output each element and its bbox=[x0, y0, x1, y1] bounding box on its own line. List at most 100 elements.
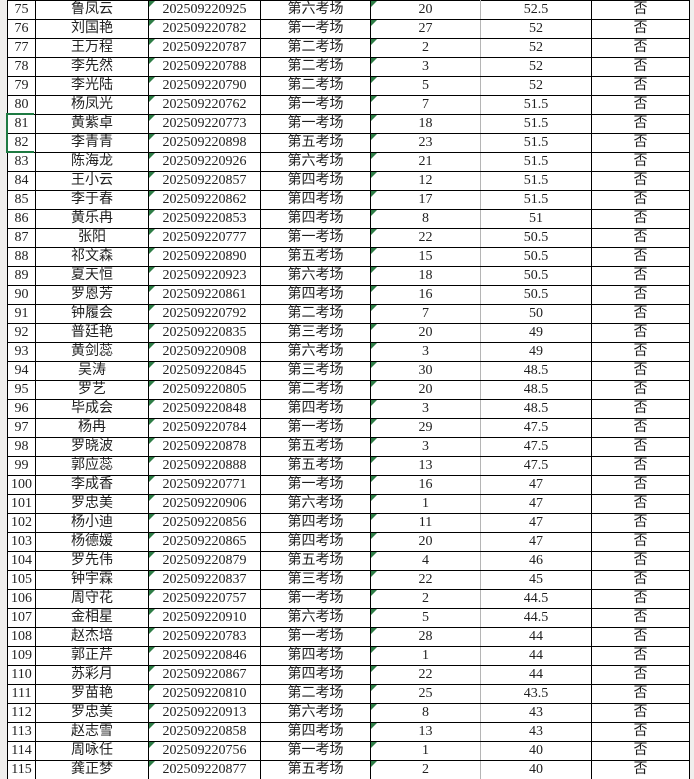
cell-candidate-name[interactable]: 杨凤光 bbox=[35, 95, 149, 115]
cell-candidate-name[interactable]: 金相星 bbox=[35, 608, 149, 628]
cell-seat-number[interactable]: 4 bbox=[370, 551, 481, 571]
cell-seat-number[interactable]: 3 bbox=[370, 437, 481, 457]
cell-candidate-name[interactable]: 罗恩芳 bbox=[35, 285, 149, 305]
cell-flag[interactable]: 否 bbox=[591, 532, 690, 552]
cell-candidate-name[interactable]: 周咏任 bbox=[35, 741, 149, 761]
cell-candidate-name[interactable]: 龚正梦 bbox=[35, 760, 149, 779]
cell-candidate-name[interactable]: 黄乐冉 bbox=[35, 209, 149, 229]
cell-seat-number[interactable]: 5 bbox=[370, 76, 481, 96]
cell-score[interactable]: 48.5 bbox=[480, 399, 592, 419]
cell-score[interactable]: 50 bbox=[480, 304, 592, 324]
cell-row-number[interactable]: 92 bbox=[7, 323, 36, 343]
cell-exam-id[interactable]: 202509220756 bbox=[148, 741, 261, 761]
cell-seat-number[interactable]: 25 bbox=[370, 684, 481, 704]
cell-exam-room[interactable]: 第五考场 bbox=[260, 437, 371, 457]
cell-flag[interactable]: 否 bbox=[591, 608, 690, 628]
cell-row-number[interactable]: 75 bbox=[7, 0, 36, 20]
cell-row-number[interactable]: 85 bbox=[7, 190, 36, 210]
cell-exam-room[interactable]: 第五考场 bbox=[260, 247, 371, 267]
cell-seat-number[interactable]: 13 bbox=[370, 722, 481, 742]
cell-flag[interactable]: 否 bbox=[591, 475, 690, 495]
cell-exam-room[interactable]: 第六考场 bbox=[260, 152, 371, 172]
cell-candidate-name[interactable]: 罗忠美 bbox=[35, 703, 149, 723]
cell-flag[interactable]: 否 bbox=[591, 361, 690, 381]
cell-seat-number[interactable]: 11 bbox=[370, 513, 481, 533]
cell-seat-number[interactable]: 2 bbox=[370, 38, 481, 58]
cell-candidate-name[interactable]: 李于春 bbox=[35, 190, 149, 210]
cell-flag[interactable]: 否 bbox=[591, 19, 690, 39]
cell-score[interactable]: 47 bbox=[480, 513, 592, 533]
cell-candidate-name[interactable]: 杨德媛 bbox=[35, 532, 149, 552]
cell-score[interactable]: 51.5 bbox=[480, 152, 592, 172]
cell-flag[interactable]: 否 bbox=[591, 627, 690, 647]
cell-candidate-name[interactable]: 郭应蕊 bbox=[35, 456, 149, 476]
cell-row-number[interactable]: 86 bbox=[7, 209, 36, 229]
cell-seat-number[interactable]: 12 bbox=[370, 171, 481, 191]
cell-score[interactable]: 51 bbox=[480, 209, 592, 229]
cell-row-number[interactable]: 100 bbox=[7, 475, 36, 495]
cell-candidate-name[interactable]: 张阳 bbox=[35, 228, 149, 248]
cell-exam-id[interactable]: 202509220861 bbox=[148, 285, 261, 305]
cell-candidate-name[interactable]: 苏彩月 bbox=[35, 665, 149, 685]
cell-score[interactable]: 51.5 bbox=[480, 190, 592, 210]
cell-row-number[interactable]: 95 bbox=[7, 380, 36, 400]
cell-exam-id[interactable]: 202509220790 bbox=[148, 76, 261, 96]
cell-flag[interactable]: 否 bbox=[591, 513, 690, 533]
cell-flag[interactable]: 否 bbox=[591, 380, 690, 400]
cell-score[interactable]: 52 bbox=[480, 19, 592, 39]
cell-seat-number[interactable]: 20 bbox=[370, 0, 481, 20]
cell-exam-id[interactable]: 202509220898 bbox=[148, 133, 261, 153]
cell-score[interactable]: 47.5 bbox=[480, 456, 592, 476]
cell-exam-room[interactable]: 第四考场 bbox=[260, 513, 371, 533]
cell-seat-number[interactable]: 2 bbox=[370, 589, 481, 609]
cell-exam-id[interactable]: 202509220853 bbox=[148, 209, 261, 229]
cell-score[interactable]: 52 bbox=[480, 76, 592, 96]
cell-flag[interactable]: 否 bbox=[591, 589, 690, 609]
cell-exam-room[interactable]: 第一考场 bbox=[260, 589, 371, 609]
cell-candidate-name[interactable]: 罗忠美 bbox=[35, 494, 149, 514]
cell-exam-room[interactable]: 第四考场 bbox=[260, 209, 371, 229]
cell-exam-id[interactable]: 202509220910 bbox=[148, 608, 261, 628]
cell-candidate-name[interactable]: 钟宇霖 bbox=[35, 570, 149, 590]
cell-exam-id[interactable]: 202509220784 bbox=[148, 418, 261, 438]
cell-row-number[interactable]: 89 bbox=[7, 266, 36, 286]
cell-exam-room[interactable]: 第六考场 bbox=[260, 266, 371, 286]
cell-score[interactable]: 48.5 bbox=[480, 380, 592, 400]
cell-exam-id[interactable]: 202509220926 bbox=[148, 152, 261, 172]
cell-score[interactable]: 46 bbox=[480, 551, 592, 571]
cell-row-number[interactable]: 112 bbox=[7, 703, 36, 723]
cell-score[interactable]: 47.5 bbox=[480, 437, 592, 457]
cell-flag[interactable]: 否 bbox=[591, 209, 690, 229]
cell-flag[interactable]: 否 bbox=[591, 190, 690, 210]
cell-score[interactable]: 51.5 bbox=[480, 133, 592, 153]
cell-row-number[interactable]: 93 bbox=[7, 342, 36, 362]
cell-seat-number[interactable]: 18 bbox=[370, 266, 481, 286]
cell-seat-number[interactable]: 1 bbox=[370, 646, 481, 666]
cell-exam-id[interactable]: 202509220878 bbox=[148, 437, 261, 457]
cell-candidate-name[interactable]: 罗晓波 bbox=[35, 437, 149, 457]
cell-flag[interactable]: 否 bbox=[591, 304, 690, 324]
cell-exam-id[interactable]: 202509220773 bbox=[148, 114, 261, 134]
cell-candidate-name[interactable]: 陈海龙 bbox=[35, 152, 149, 172]
cell-seat-number[interactable]: 16 bbox=[370, 475, 481, 495]
cell-flag[interactable]: 否 bbox=[591, 342, 690, 362]
cell-row-number[interactable]: 94 bbox=[7, 361, 36, 381]
cell-exam-id[interactable]: 202509220857 bbox=[148, 171, 261, 191]
cell-flag[interactable]: 否 bbox=[591, 570, 690, 590]
cell-exam-id[interactable]: 202509220805 bbox=[148, 380, 261, 400]
cell-row-number[interactable]: 113 bbox=[7, 722, 36, 742]
cell-exam-room[interactable]: 第四考场 bbox=[260, 722, 371, 742]
cell-exam-room[interactable]: 第四考场 bbox=[260, 399, 371, 419]
cell-row-number[interactable]: 106 bbox=[7, 589, 36, 609]
cell-exam-id[interactable]: 202509220925 bbox=[148, 0, 261, 20]
cell-flag[interactable]: 否 bbox=[591, 646, 690, 666]
cell-flag[interactable]: 否 bbox=[591, 266, 690, 286]
cell-flag[interactable]: 否 bbox=[591, 760, 690, 779]
cell-candidate-name[interactable]: 赵杰培 bbox=[35, 627, 149, 647]
cell-exam-room[interactable]: 第三考场 bbox=[260, 361, 371, 381]
cell-seat-number[interactable]: 27 bbox=[370, 19, 481, 39]
cell-row-number[interactable]: 84 bbox=[7, 171, 36, 191]
cell-seat-number[interactable]: 3 bbox=[370, 57, 481, 77]
cell-flag[interactable]: 否 bbox=[591, 703, 690, 723]
cell-seat-number[interactable]: 21 bbox=[370, 152, 481, 172]
